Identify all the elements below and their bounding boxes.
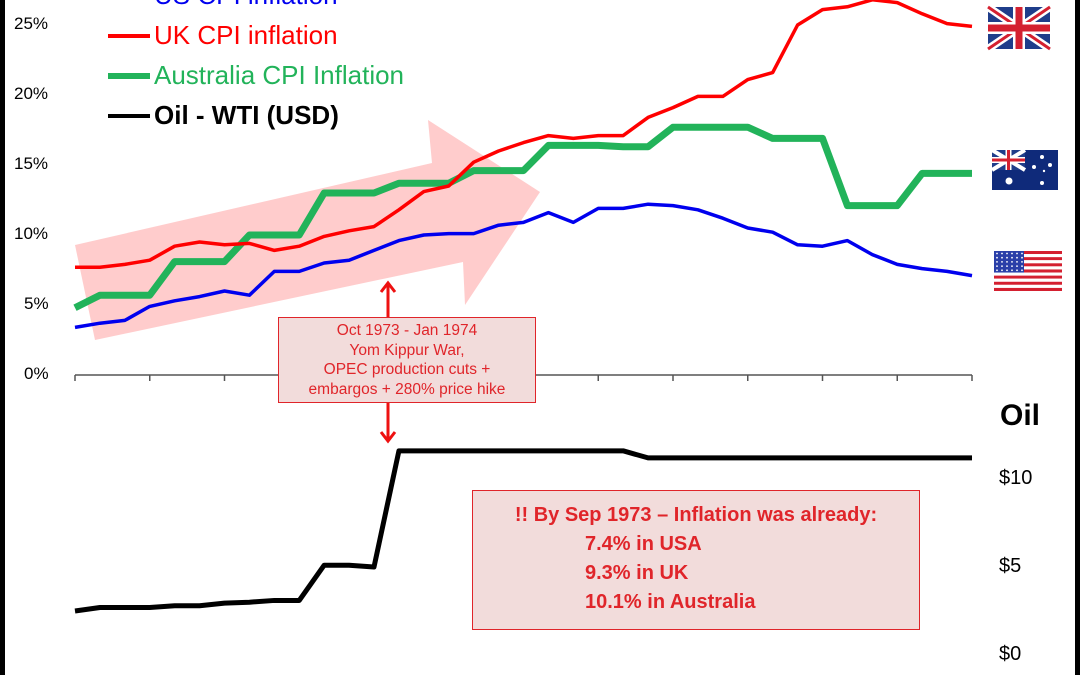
legend-swatch — [108, 72, 150, 79]
event-line: OPEC production cuts + — [323, 361, 491, 378]
legend-label: Australia CPI Inflation — [154, 60, 405, 90]
australia-flag — [990, 148, 1058, 190]
legend-australia: Australia CPI Inflation — [108, 60, 404, 91]
event-line: Yom Kippur War, — [349, 341, 465, 359]
oil-tick-10: $10 — [999, 467, 1033, 489]
usa-flag — [994, 251, 1062, 291]
note-headline: !! By Sep 1973 – Inflation was already: — [514, 504, 878, 526]
legend-uk: UK CPI inflation — [108, 20, 338, 51]
y-tick-0: 0% — [24, 364, 49, 383]
event-annotation-box: Oct 1973 - Jan 1974 Yom Kippur War, OPEC… — [278, 317, 536, 403]
legend-oil: Oil - WTI (USD) — [108, 100, 339, 131]
legend-label: US CPI inflation — [154, 0, 338, 11]
note-line-australia: 10.1% in Australia — [585, 591, 756, 613]
legend-us: US CPI inflation — [108, 0, 338, 11]
uk-flag — [985, 3, 1053, 53]
legend-label: Oil - WTI (USD) — [154, 100, 339, 130]
note-line-usa: 7.4% in USA — [585, 533, 702, 555]
inflation-note-box: !! By Sep 1973 – Inflation was already: … — [472, 490, 920, 630]
y-tick-10: 10% — [14, 224, 49, 243]
legend-swatch — [108, 33, 150, 38]
oil-axis-title: Oil — [1000, 399, 1041, 432]
oil-tick-5: $5 — [999, 555, 1022, 577]
x-axis-ticks — [74, 375, 973, 381]
note-line-uk: 9.3% in UK — [585, 562, 689, 584]
y-tick-20: 20% — [14, 84, 49, 103]
event-line: embargos + 280% price hike — [308, 380, 506, 398]
y-tick-5: 5% — [24, 294, 49, 313]
trend-arrow — [75, 120, 540, 340]
legend-swatch — [108, 113, 150, 118]
oil-tick-0: $0 — [999, 643, 1022, 665]
legend-label: UK CPI inflation — [154, 20, 338, 50]
event-date: Oct 1973 - Jan 1974 — [336, 322, 478, 339]
series-lines — [73, 0, 973, 614]
y-tick-25: 25% — [14, 14, 49, 33]
y-tick-15: 15% — [14, 154, 49, 173]
